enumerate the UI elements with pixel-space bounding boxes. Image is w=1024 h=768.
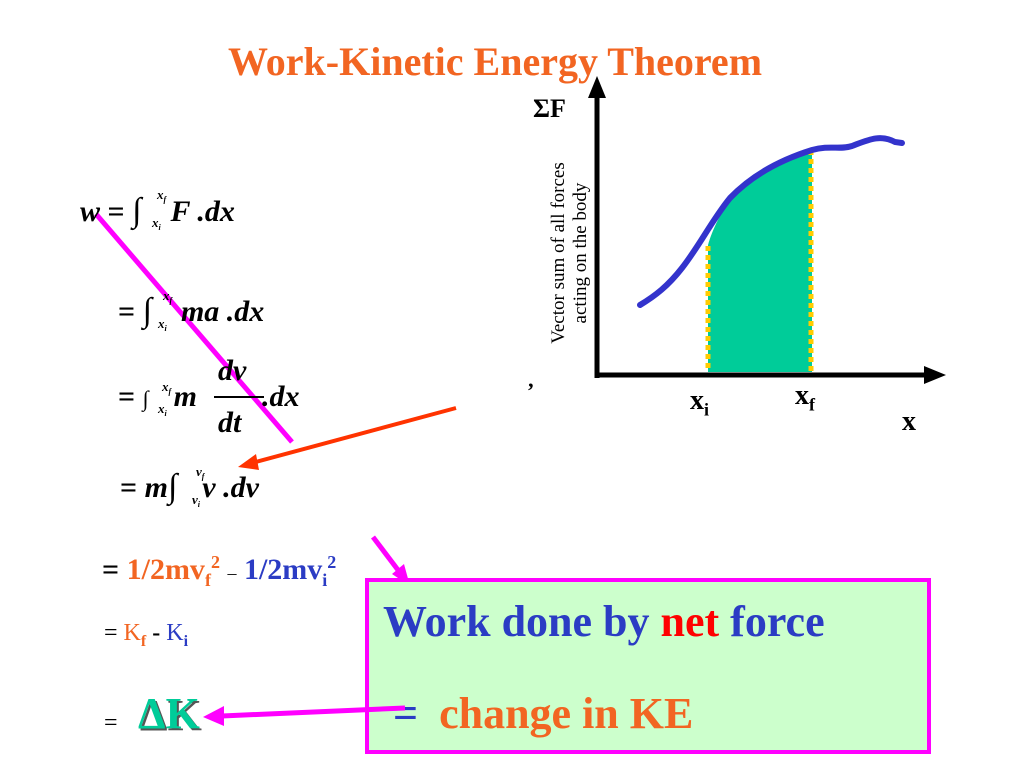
equation-work-integral: w = ∫ F .dx [80, 192, 235, 230]
integral-sign: ∫ [167, 468, 178, 505]
eq5-equals: = [102, 553, 120, 586]
equation-kinetic-difference: = 1/2mvf2 – 1/2mvi2 [102, 552, 336, 591]
result-box: Work done by net force = change in KE [365, 578, 931, 754]
shaded-work-area [708, 153, 812, 372]
box-line1-force: force [730, 597, 825, 646]
magenta-diagonal-line [94, 212, 294, 444]
xi-base: x [690, 385, 704, 416]
eq2-integrand: ma .dx [180, 295, 265, 328]
eq3-m: m [173, 380, 197, 413]
integral-sign: ∫ [132, 192, 142, 229]
eq4-upper-limit: vf [196, 464, 205, 481]
eq5-part2: 1/2mv [243, 553, 323, 586]
tick-mark: ’ [527, 378, 535, 403]
force-curve [637, 135, 905, 308]
box-line1-a: Work done by [383, 597, 650, 646]
box-line1: Work done by net force [383, 596, 825, 647]
eq4-equals: = [120, 471, 138, 504]
red-arrow-head [238, 454, 259, 470]
x-axis-arrowhead [924, 366, 946, 384]
eq3-lower-limit: xi [158, 401, 167, 418]
eq1-integrand: F .dx [170, 195, 235, 228]
y-description-line1: Vector sum of all forces [548, 162, 569, 344]
y-axis-label: ΣF [533, 94, 566, 123]
y-axis-arrowhead [588, 76, 606, 98]
eq1-upper-limit: xf [157, 187, 167, 204]
eq1-equals: = [107, 195, 125, 228]
page-title: Work-Kinetic Energy Theorem [227, 39, 763, 84]
eq1-lower-limit: xi [152, 215, 161, 232]
box-line2-text: change in KE [439, 689, 694, 738]
eq7-equals: = [104, 710, 118, 736]
eq2-lower-limit: xi [158, 316, 167, 333]
eq3-equals: = [118, 380, 136, 413]
box-line2-equals: = [393, 689, 419, 738]
eq2-equals: = [118, 295, 136, 328]
y-description-line2: acting on the body [570, 182, 591, 324]
equation-dvdt-integral: = ∫ m [118, 380, 197, 414]
xf-sub: f [809, 394, 815, 415]
eq3-denominator: dt [218, 406, 242, 439]
eq4-m: m [144, 471, 168, 504]
magenta-arrow-to-box [371, 535, 400, 572]
eq3-upper-limit: xf [162, 379, 172, 396]
box-line1-net: net [660, 597, 720, 646]
xf-base: x [795, 380, 809, 411]
eq6-equals: = [104, 620, 118, 646]
eq4-lower-limit: vi [192, 492, 201, 509]
eq5-minus: – [227, 563, 237, 583]
eq6-ki-sub: i [183, 632, 189, 650]
equation-ma-integral: = ∫ ma .dx [118, 292, 264, 330]
xf-label: xf [795, 380, 815, 416]
integral-sign: ∫ [142, 292, 152, 329]
eq4-integrand: v .dv [202, 471, 259, 504]
eq6-minus: - [152, 620, 161, 646]
delta-k: ΔK [138, 689, 200, 738]
red-arrow-shaft [251, 406, 457, 465]
box-line2: = change in KE [393, 688, 693, 739]
integral-sign: ∫ [142, 386, 149, 411]
x-axis-label: x [902, 406, 916, 437]
eq6-kf-sub: f [140, 632, 147, 650]
eq3-tail: .dx [262, 380, 300, 413]
eq5-sup1: 2 [210, 552, 220, 572]
eq5-sub2: i [322, 570, 328, 590]
equation-v-integral: = m∫ v .dv [120, 468, 259, 506]
xi-label: xi [690, 385, 709, 421]
eq3-numerator: dv [218, 354, 247, 387]
eq5-part1: 1/2mv [126, 553, 205, 586]
xi-sub: i [704, 399, 710, 420]
fraction-bar [214, 396, 264, 398]
eq2-upper-limit: xf [163, 288, 173, 305]
eq5-sup2: 2 [327, 552, 337, 572]
eq6-kf: K [123, 620, 141, 646]
eq5-sub1: f [204, 570, 211, 590]
equation-kf-minus-ki: = Kf - Ki [104, 620, 188, 651]
eq6-ki: K [166, 620, 184, 646]
eq1-lhs: w [80, 195, 101, 228]
